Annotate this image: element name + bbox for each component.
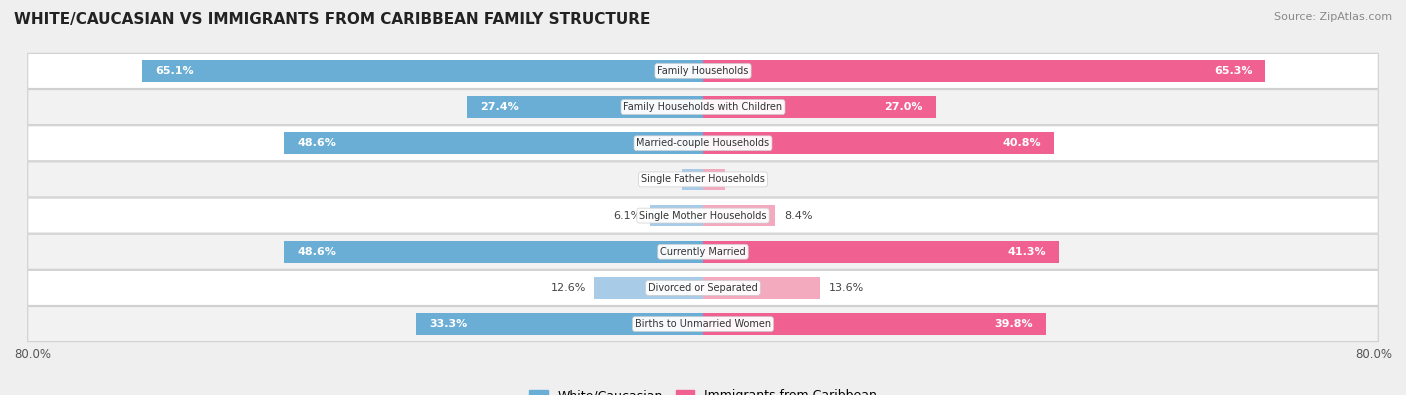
Text: Births to Unmarried Women: Births to Unmarried Women bbox=[636, 319, 770, 329]
Bar bbox=[142, 60, 703, 82]
Text: 13.6%: 13.6% bbox=[828, 283, 863, 293]
Text: Single Father Households: Single Father Households bbox=[641, 175, 765, 184]
Bar bbox=[703, 205, 775, 226]
Bar bbox=[651, 205, 703, 226]
Text: WHITE/CAUCASIAN VS IMMIGRANTS FROM CARIBBEAN FAMILY STRUCTURE: WHITE/CAUCASIAN VS IMMIGRANTS FROM CARIB… bbox=[14, 12, 651, 27]
Text: 65.1%: 65.1% bbox=[155, 66, 194, 76]
Bar bbox=[703, 241, 1059, 263]
Text: 80.0%: 80.0% bbox=[1355, 348, 1392, 361]
Text: Currently Married: Currently Married bbox=[661, 247, 745, 257]
Text: 27.0%: 27.0% bbox=[884, 102, 922, 112]
Bar bbox=[703, 132, 1054, 154]
Legend: White/Caucasian, Immigrants from Caribbean: White/Caucasian, Immigrants from Caribbe… bbox=[524, 384, 882, 395]
Bar bbox=[284, 132, 703, 154]
Text: Divorced or Separated: Divorced or Separated bbox=[648, 283, 758, 293]
Text: 2.4%: 2.4% bbox=[645, 175, 673, 184]
Text: 65.3%: 65.3% bbox=[1213, 66, 1253, 76]
Text: 48.6%: 48.6% bbox=[298, 138, 336, 148]
FancyBboxPatch shape bbox=[28, 307, 1378, 342]
Text: 12.6%: 12.6% bbox=[551, 283, 586, 293]
Bar bbox=[703, 313, 1046, 335]
Text: Single Mother Households: Single Mother Households bbox=[640, 211, 766, 220]
Text: 6.1%: 6.1% bbox=[613, 211, 643, 220]
Text: 39.8%: 39.8% bbox=[994, 319, 1033, 329]
Bar bbox=[284, 241, 703, 263]
Text: 41.3%: 41.3% bbox=[1007, 247, 1046, 257]
FancyBboxPatch shape bbox=[28, 234, 1378, 269]
Text: Family Households with Children: Family Households with Children bbox=[623, 102, 783, 112]
FancyBboxPatch shape bbox=[28, 271, 1378, 305]
Bar bbox=[467, 96, 703, 118]
Bar bbox=[703, 169, 724, 190]
Bar bbox=[703, 277, 820, 299]
FancyBboxPatch shape bbox=[28, 53, 1378, 88]
Text: 27.4%: 27.4% bbox=[479, 102, 519, 112]
FancyBboxPatch shape bbox=[28, 90, 1378, 124]
Text: 80.0%: 80.0% bbox=[14, 348, 51, 361]
Text: Married-couple Households: Married-couple Households bbox=[637, 138, 769, 148]
Text: 8.4%: 8.4% bbox=[785, 211, 813, 220]
Bar bbox=[703, 60, 1265, 82]
Bar bbox=[416, 313, 703, 335]
FancyBboxPatch shape bbox=[28, 198, 1378, 233]
Bar bbox=[682, 169, 703, 190]
Text: 48.6%: 48.6% bbox=[298, 247, 336, 257]
Text: 33.3%: 33.3% bbox=[429, 319, 467, 329]
FancyBboxPatch shape bbox=[28, 126, 1378, 161]
Text: Source: ZipAtlas.com: Source: ZipAtlas.com bbox=[1274, 12, 1392, 22]
Text: Family Households: Family Households bbox=[658, 66, 748, 76]
Text: 40.8%: 40.8% bbox=[1002, 138, 1042, 148]
FancyBboxPatch shape bbox=[28, 162, 1378, 197]
Bar bbox=[595, 277, 703, 299]
Text: 2.5%: 2.5% bbox=[733, 175, 762, 184]
Bar bbox=[703, 96, 935, 118]
